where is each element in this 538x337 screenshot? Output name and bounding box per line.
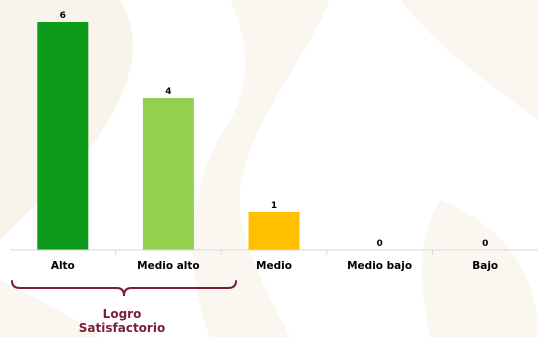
category-label: Bajo <box>472 260 498 272</box>
logro-satisfactorio-label: Logro Satisfactorio <box>62 307 182 335</box>
bar-alto <box>37 22 89 250</box>
category-label: Medio <box>256 260 292 272</box>
data-label: 4 <box>165 87 171 97</box>
bg-swirl-right <box>400 0 538 120</box>
logro-bracket <box>11 280 237 297</box>
data-label: 0 <box>482 239 488 249</box>
data-label: 1 <box>271 201 277 211</box>
bg-swirl-center <box>192 0 330 337</box>
bar-medio <box>248 212 300 250</box>
logro-label-line2: Satisfactorio <box>78 321 166 335</box>
bg-swirl-lower-right <box>421 200 538 337</box>
category-label: Medio alto <box>137 260 199 272</box>
category-label: Alto <box>51 260 75 272</box>
data-label: 6 <box>60 11 66 21</box>
bar-medio-alto <box>142 98 194 250</box>
bg-swirl-lower-left <box>0 280 100 337</box>
data-label: 0 <box>376 239 382 249</box>
category-label: Medio bajo <box>347 260 412 272</box>
logro-label-line1: Logro <box>102 307 142 321</box>
